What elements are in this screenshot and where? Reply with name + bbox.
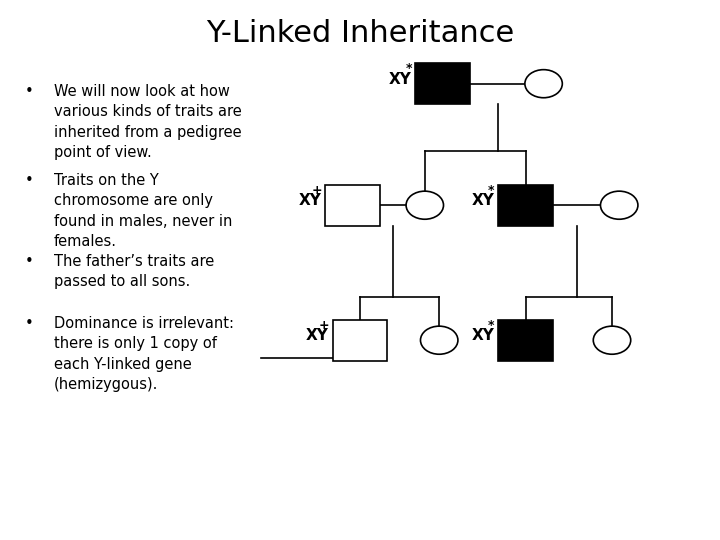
Text: XY: XY (306, 328, 329, 343)
Text: XY: XY (299, 193, 322, 208)
Text: passed to all sons.: passed to all sons. (54, 274, 190, 289)
Text: XY: XY (472, 328, 495, 343)
Text: •: • (25, 254, 34, 269)
Text: found in males, never in: found in males, never in (54, 214, 233, 229)
Text: +: + (318, 319, 329, 332)
Text: The father’s traits are: The father’s traits are (54, 254, 215, 269)
Text: each Y-linked gene: each Y-linked gene (54, 357, 192, 372)
Text: *: * (488, 184, 495, 197)
Text: *: * (405, 62, 412, 75)
Circle shape (600, 191, 638, 219)
Text: various kinds of traits are: various kinds of traits are (54, 104, 242, 119)
Circle shape (525, 70, 562, 98)
Text: there is only 1 copy of: there is only 1 copy of (54, 336, 217, 352)
Text: *: * (488, 319, 495, 332)
Text: chromosome are only: chromosome are only (54, 193, 213, 208)
Text: (hemizygous).: (hemizygous). (54, 377, 158, 393)
Circle shape (420, 326, 458, 354)
Text: Dominance is irrelevant:: Dominance is irrelevant: (54, 316, 234, 331)
Text: Traits on the Y: Traits on the Y (54, 173, 158, 188)
Text: inherited from a pedigree: inherited from a pedigree (54, 125, 242, 140)
Text: point of view.: point of view. (54, 145, 152, 160)
Text: •: • (25, 84, 34, 99)
Text: Y-Linked Inheritance: Y-Linked Inheritance (206, 19, 514, 48)
Text: •: • (25, 173, 34, 188)
Bar (415, 63, 470, 104)
Circle shape (593, 326, 631, 354)
Bar (333, 320, 387, 361)
Circle shape (406, 191, 444, 219)
Text: •: • (25, 316, 34, 331)
Bar (498, 320, 553, 361)
Text: We will now look at how: We will now look at how (54, 84, 230, 99)
Text: XY: XY (472, 193, 495, 208)
Bar (498, 185, 553, 226)
Text: females.: females. (54, 234, 117, 249)
Bar (325, 185, 380, 226)
Text: XY: XY (389, 72, 412, 87)
Text: +: + (311, 184, 322, 197)
